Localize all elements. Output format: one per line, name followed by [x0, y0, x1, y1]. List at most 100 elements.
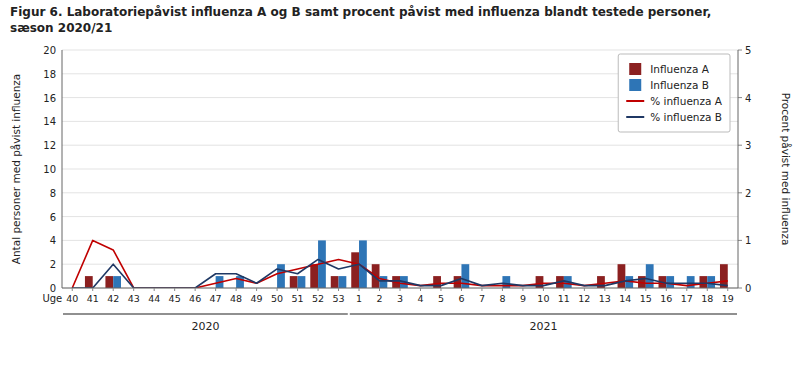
y-tick-label: 12: [43, 140, 56, 151]
y2-tick: [738, 50, 742, 51]
x-tick: [481, 288, 482, 291]
x-tick: [379, 288, 380, 291]
x-tick: [522, 288, 523, 291]
legend: Influenza A Influenza B % influenza A % inf…: [618, 54, 730, 132]
x-tick: [686, 288, 687, 291]
year-span: [350, 313, 737, 314]
x-tick-label: 42: [107, 293, 119, 304]
x-tick-label: 5: [438, 293, 444, 304]
plot-area: [72, 240, 728, 288]
year-label: 2021: [529, 320, 557, 333]
grid-line: [62, 264, 738, 265]
x-tick: [113, 288, 114, 291]
y2-label: Procent påvist med influenza: [780, 93, 792, 246]
y2-tick: [738, 192, 742, 193]
x-tick: [707, 288, 708, 291]
x-tick-label: 50: [271, 293, 283, 304]
bar: [339, 276, 347, 288]
bar: [699, 276, 707, 288]
bar: [298, 276, 306, 288]
x-tick-label: 52: [312, 293, 324, 304]
grid-line: [62, 192, 738, 193]
x-tick-label: 12: [578, 293, 590, 304]
line: [72, 259, 728, 288]
legend-swatch: [629, 79, 641, 91]
x-tick: [584, 288, 585, 291]
grid: [62, 50, 738, 288]
grid-line: [62, 145, 738, 146]
y-tick-label: 14: [43, 116, 56, 127]
line: [72, 240, 728, 288]
x-tick: [277, 288, 278, 291]
x-tick: [563, 288, 564, 291]
x-tick: [92, 288, 93, 291]
x-label: Uge: [42, 293, 62, 304]
bar: [113, 276, 121, 288]
x-tick-label: 53: [332, 293, 344, 304]
x-tick: [338, 288, 339, 291]
x-tick: [461, 288, 462, 291]
y2-tick-label: 3: [745, 140, 751, 151]
legend-label: Influenza A: [650, 63, 709, 75]
grid-line: [62, 169, 738, 170]
y-tick-label: 2: [50, 259, 56, 270]
x-tick: [133, 288, 134, 291]
x-tick-label: 13: [599, 293, 611, 304]
x-tick-label: 2: [376, 293, 382, 304]
y2-tick: [738, 288, 742, 289]
grid-line: [62, 216, 738, 217]
x-tick-label: 49: [251, 293, 263, 304]
x-tick: [318, 288, 319, 291]
x-tick-label: 45: [169, 293, 181, 304]
x-tick: [72, 288, 73, 291]
x-tick-label: 19: [722, 293, 734, 304]
x-tick-label: 41: [87, 293, 99, 304]
x-tick-label: 47: [210, 293, 222, 304]
grid-line: [62, 50, 738, 51]
x-tick-label: 15: [640, 293, 652, 304]
x-tick: [236, 288, 237, 291]
bar: [105, 276, 113, 288]
bar: [666, 276, 674, 288]
y2-axis: [738, 50, 739, 288]
y-tick-label: 4: [50, 235, 56, 246]
bar: [380, 276, 388, 288]
x-tick: [727, 288, 728, 291]
x-tick-label: 6: [458, 293, 464, 304]
legend-label: % influenza B: [650, 111, 722, 123]
x-tick-label: 46: [189, 293, 201, 304]
y-tick-label: 6: [50, 212, 56, 223]
legend-label: % influenza A: [650, 95, 723, 107]
y-tick-label: 10: [43, 164, 56, 175]
x-tick: [543, 288, 544, 291]
x-tick: [256, 288, 257, 291]
subtitle: sæson 2020/21: [10, 21, 112, 35]
y-label: Antal personer med påvist influenza: [10, 74, 22, 265]
x-tick: [645, 288, 646, 291]
y2-tick: [738, 145, 742, 146]
title: Figur 6. Laboratoriepåvist influenza A o…: [10, 5, 711, 19]
bar: [331, 276, 339, 288]
x-tick-label: 11: [558, 293, 570, 304]
x-tick-label: 1: [356, 293, 362, 304]
x-tick-label: 43: [128, 293, 140, 304]
legend-swatch: [626, 100, 644, 102]
bar: [454, 276, 462, 288]
x-tick: [666, 288, 667, 291]
bar: [85, 276, 93, 288]
bar: [277, 264, 285, 288]
x-tick: [502, 288, 503, 291]
y2-tick: [738, 97, 742, 98]
x-tick-label: 4: [417, 293, 423, 304]
legend-label: Influenza B: [650, 79, 709, 91]
x-tick: [297, 288, 298, 291]
x-tick: [625, 288, 626, 291]
y-tick-label: 8: [50, 188, 56, 199]
x-tick-label: 8: [499, 293, 505, 304]
x-tick-label: 51: [292, 293, 304, 304]
bar: [310, 264, 318, 288]
bar: [646, 264, 654, 288]
y2-tick-label: 4: [745, 93, 751, 104]
y2-tick-label: 5: [745, 45, 751, 56]
year-label: 2020: [191, 320, 219, 333]
